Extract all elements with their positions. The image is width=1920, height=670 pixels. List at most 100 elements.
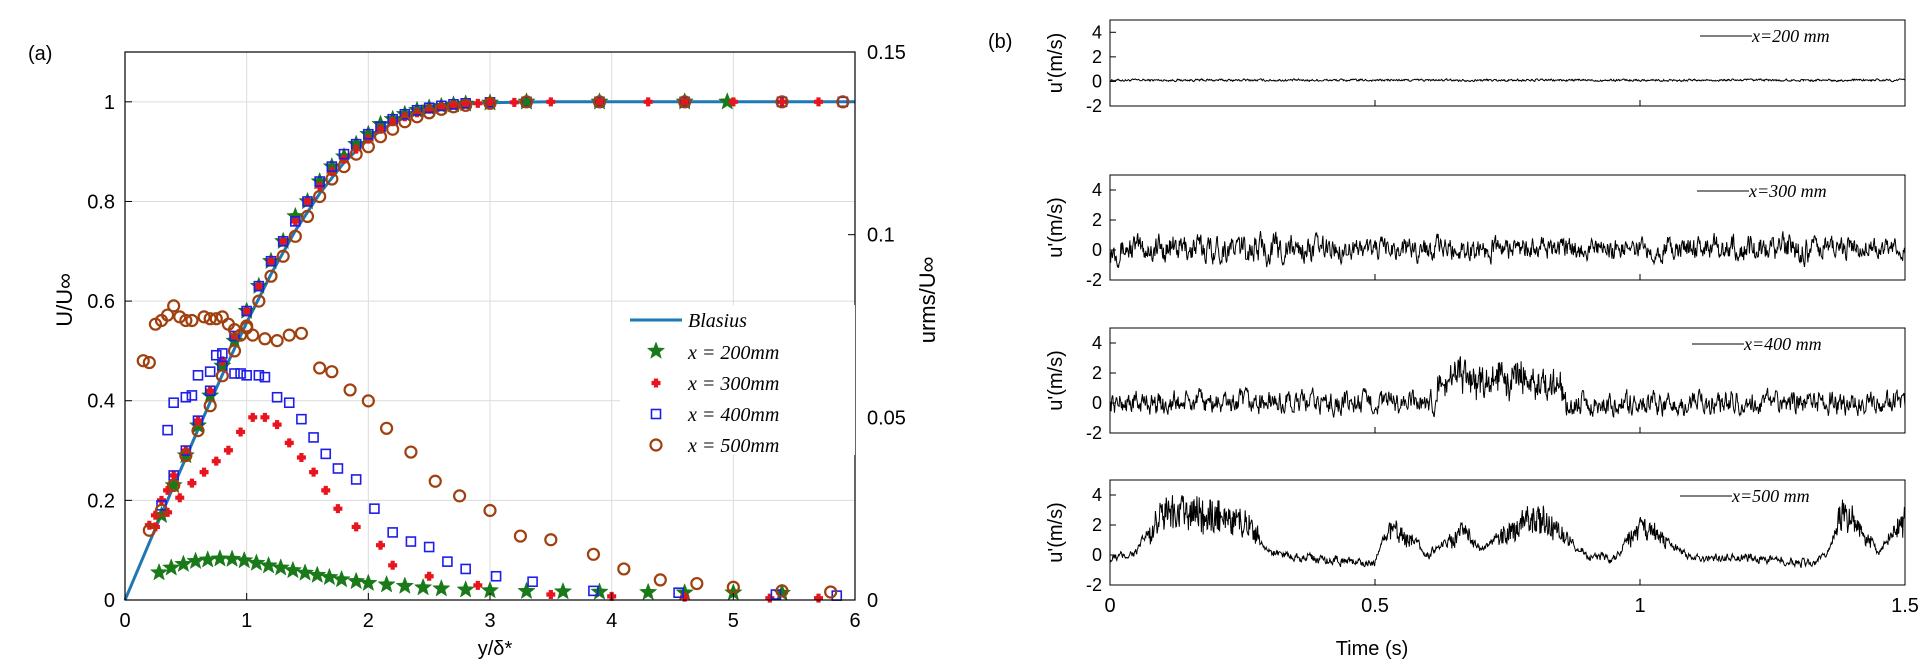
data-point [395,576,415,594]
data-point [223,445,233,455]
data-point [653,573,667,587]
data-point [142,355,156,370]
legend-x300-label: x = 300mm [687,373,779,395]
legend-blasius-label: Blasius [688,310,747,332]
data-point [350,474,362,485]
data-point [309,467,319,477]
time-tick-label: 1.5 [1891,595,1919,617]
subplot-ylabel: u'(m/s) [1045,33,1067,93]
data-point [210,349,222,361]
data-point [271,558,290,576]
data-point [460,563,471,575]
data-point [227,344,242,358]
data-point [413,577,433,596]
data-point [373,130,388,144]
subplot-ylabel: u'(m/s) [1045,350,1067,410]
data-point [168,397,179,409]
velocity-trace [1109,77,1906,83]
x-tick-label: 5 [728,610,739,632]
legend-box [620,305,855,455]
data-point [423,541,435,553]
data-point [192,370,204,381]
x-tick-label: 1 [241,610,252,632]
subplot-y-tick-label: 2 [1092,363,1102,383]
data-point [203,312,217,326]
data-point [272,420,282,430]
panel-a-ylabel-right: urms/U∞ [915,257,940,344]
data-point [588,585,599,597]
data-point [592,95,607,109]
data-point [142,523,156,537]
data-point [361,394,375,408]
data-point [617,562,631,576]
time-tick-label: 1 [1634,595,1645,617]
legend-x500-marker [649,438,663,452]
data-point [338,148,350,160]
series-x-200mm-right [149,549,792,601]
series-x-300mm-left [144,97,823,530]
y-tick-label: 1 [104,92,115,114]
data-point [432,578,451,597]
data-point [343,383,357,397]
data-point [185,313,199,328]
data-point [260,412,270,422]
data-point [836,95,850,109]
subplot-y-tick-label: 4 [1092,180,1102,200]
legend-star-marker [646,341,666,359]
legend-item-x300: x = 300mm [651,373,779,395]
data-point [248,412,258,422]
data-point [179,448,193,463]
legend-x500-label: x = 500mm [687,435,779,457]
data-point [359,573,378,592]
data-point [673,587,684,598]
legend-x200-label: x = 200mm [687,342,779,364]
panel-b-label: (b) [988,31,1012,53]
legend-square-marker [650,408,662,420]
velocity-trace [1109,231,1906,268]
data-point [313,189,327,204]
subplot-legend-label: x=300 mm [1748,181,1827,201]
data-point [307,565,327,584]
data-point [483,96,497,110]
legend-item-x500: x = 500mm [649,435,779,457]
data-point [197,310,211,324]
data-point [162,424,173,436]
subplot-y-tick-label: 4 [1092,333,1102,353]
x-tick-label: 6 [849,610,860,632]
data-point [193,416,203,426]
data-point [777,97,787,107]
data-point [198,550,217,568]
data-point [509,97,519,107]
data-point [235,368,246,379]
data-point [205,386,215,396]
data-point [217,348,228,359]
data-point [303,196,312,206]
data-point [204,385,216,397]
data-point [332,569,351,588]
velocity-trace [1109,495,1906,569]
data-point [678,95,692,109]
x-tick-label: 3 [484,610,495,632]
data-point [258,332,272,346]
data-point [399,108,411,120]
data-point [149,562,169,581]
data-point [222,549,242,567]
data-point [160,308,175,322]
legend-x400-label: x = 400mm [687,404,779,426]
data-point [174,554,193,573]
panel-a-xlabel: y/δ* [478,638,513,660]
y-tick-label: 0.4 [87,391,115,413]
panel-a-series [123,92,855,603]
data-point [229,368,240,379]
data-point [271,391,283,403]
subplot-frame [1109,174,1906,281]
data-point [351,522,361,532]
data-point [283,397,295,409]
y-tick-label: 0.6 [87,291,115,313]
data-point [277,236,289,247]
data-point [308,432,319,443]
data-point [211,456,221,466]
data-point [246,328,260,342]
subplot-frame [1109,479,1906,586]
data-point [377,574,396,593]
